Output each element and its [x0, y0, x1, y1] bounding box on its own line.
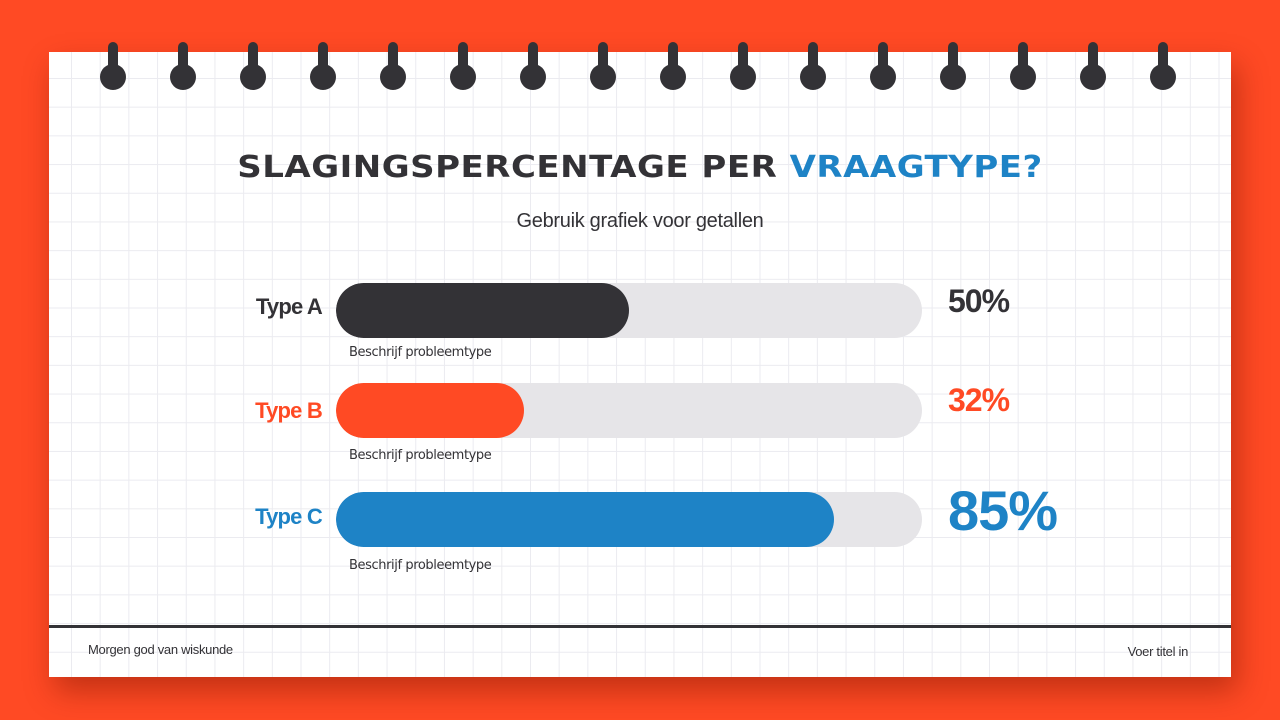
title-main: Slagingspercentage per: [237, 149, 790, 185]
title-accent: vraagtype?: [789, 149, 1043, 185]
footer-divider: [49, 625, 1231, 628]
binder-ring-icon: [590, 42, 616, 92]
bar-track-type-b: [336, 383, 922, 438]
row-description-type-b: Beschrijf probleemtype: [349, 448, 492, 463]
spiral-binding: [0, 0, 1280, 100]
row-label-type-b: Type B: [255, 398, 323, 423]
bar-fill-type-a: [336, 283, 629, 338]
row-description-type-a: Beschrijf probleemtype: [349, 345, 492, 360]
footer-right-text: Voer titel in: [1127, 644, 1189, 659]
slide-title: Slagingspercentage per vraagtype?: [0, 149, 1280, 185]
binder-ring-icon: [100, 42, 126, 92]
binder-ring-icon: [170, 42, 196, 92]
binder-ring-icon: [240, 42, 266, 92]
binder-ring-icon: [380, 42, 406, 92]
binder-ring-icon: [660, 42, 686, 92]
bar-track-type-c: [336, 492, 922, 547]
row-label-type-a: Type A: [255, 294, 323, 319]
binder-ring-icon: [1010, 42, 1036, 92]
row-label-type-c: Type C: [255, 504, 323, 529]
bar-track-type-a: [336, 283, 922, 338]
row-value-type-b: 32%: [948, 382, 1010, 418]
row-description-type-c: Beschrijf probleemtype: [349, 558, 492, 573]
footer-left-text: Morgen god van wiskunde: [88, 642, 233, 657]
row-value-type-c: 85%: [948, 479, 1058, 542]
binder-ring-icon: [870, 42, 896, 92]
binder-ring-icon: [520, 42, 546, 92]
binder-ring-icon: [1080, 42, 1106, 92]
bar-fill-type-c: [336, 492, 835, 547]
notebook-paper: [49, 52, 1231, 677]
binder-ring-icon: [1150, 42, 1176, 92]
row-value-type-a: 50%: [948, 283, 1010, 319]
slide-subtitle: Gebruik grafiek voor getallen: [516, 210, 764, 232]
binder-ring-icon: [800, 42, 826, 92]
binder-ring-icon: [940, 42, 966, 92]
binder-ring-icon: [310, 42, 336, 92]
binder-ring-icon: [730, 42, 756, 92]
bar-fill-type-b: [336, 383, 524, 438]
binder-ring-icon: [450, 42, 476, 92]
